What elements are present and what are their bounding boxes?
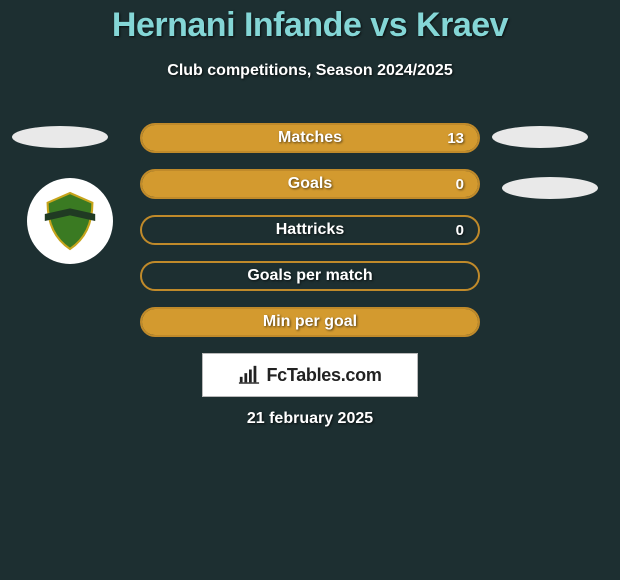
- stat-label: Hattricks: [142, 217, 478, 243]
- stat-row: Hattricks0: [140, 215, 480, 245]
- stat-label: Matches: [142, 125, 478, 151]
- stat-row: Matches13: [140, 123, 480, 153]
- stat-row: Goals0: [140, 169, 480, 199]
- source-attribution: FcTables.com: [202, 353, 418, 397]
- date-label: 21 february 2025: [0, 410, 620, 428]
- stat-label: Goals per match: [142, 263, 478, 289]
- bar-chart-icon: [238, 364, 260, 386]
- comparison-bars: Matches13Goals0Hattricks0Goals per match…: [140, 123, 480, 337]
- stat-value-right: 13: [447, 125, 464, 151]
- stat-row: Goals per match: [140, 261, 480, 291]
- left-badge-placeholder: [12, 126, 108, 148]
- stat-value-right: 0: [456, 171, 464, 197]
- subtitle: Club competitions, Season 2024/2025: [0, 62, 620, 80]
- team-crest-left: [27, 178, 113, 264]
- page-title: Hernani Infande vs Kraev: [0, 6, 620, 45]
- stat-value-right: 0: [456, 217, 464, 243]
- stat-label: Min per goal: [142, 309, 478, 335]
- right-badge-placeholder-bottom: [502, 177, 598, 199]
- right-badge-placeholder-top: [492, 126, 588, 148]
- stat-row: Min per goal: [140, 307, 480, 337]
- source-label: FcTables.com: [266, 365, 381, 386]
- stat-label: Goals: [142, 171, 478, 197]
- shield-icon: [35, 186, 105, 256]
